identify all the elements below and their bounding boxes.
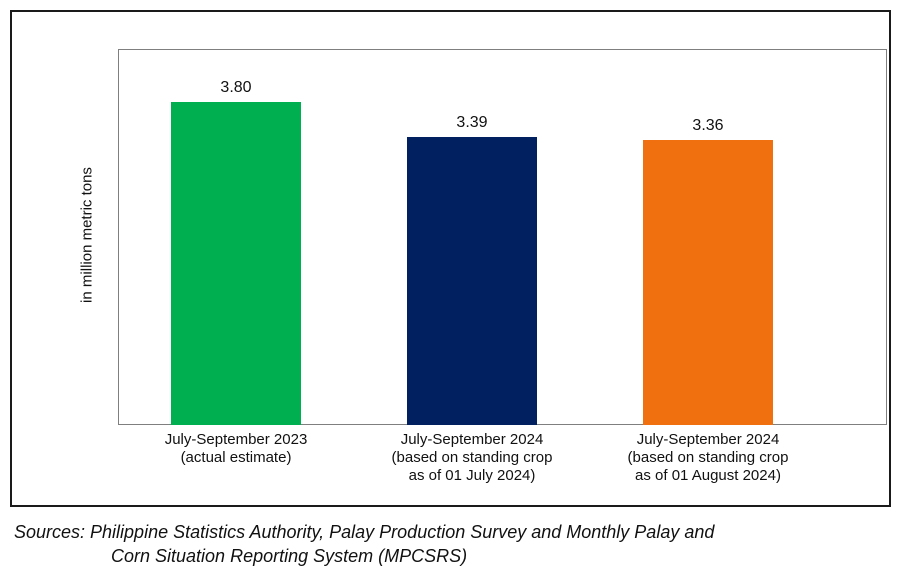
- bar-3: [643, 139, 773, 425]
- x-tick-label-1-line-1: July-September 2023: [164, 431, 308, 448]
- data-label-2: 3.39: [456, 114, 488, 132]
- source-line-1: Sources: Philippine Statistics Authority…: [14, 522, 715, 542]
- x-tick-label-3-line-2: (based on standing crop: [627, 449, 789, 466]
- x-tick-label-3-line-1: July-September 2024: [636, 431, 780, 448]
- source-note: Sources: Philippine Statistics Authority…: [14, 520, 894, 568]
- x-tick-label-3: July-September 2024 (based on standing cr…: [593, 431, 823, 485]
- x-tick-label-2-line-1: July-September 2024: [400, 431, 544, 448]
- bar-1: [171, 102, 301, 425]
- bar-2: [407, 137, 537, 425]
- x-tick-label-1-line-2: (actual estimate): [180, 449, 292, 466]
- source-line-2: Corn Situation Reporting System (MPCSRS): [111, 546, 468, 566]
- x-tick-label-2-line-2: (based on standing crop: [391, 449, 553, 466]
- x-tick-label-1: July-September 2023 (actual estimate): [121, 431, 351, 467]
- x-tick-label-3-line-3: as of 01 August 2024): [635, 467, 781, 484]
- y-axis-label: in million metric tons: [78, 167, 96, 303]
- data-label-3: 3.36: [692, 116, 724, 134]
- data-label-1: 3.80: [220, 79, 252, 97]
- x-tick-label-2-line-3: as of 01 July 2024): [408, 467, 536, 484]
- x-tick-label-2: July-September 2024 (based on standing cr…: [357, 431, 587, 485]
